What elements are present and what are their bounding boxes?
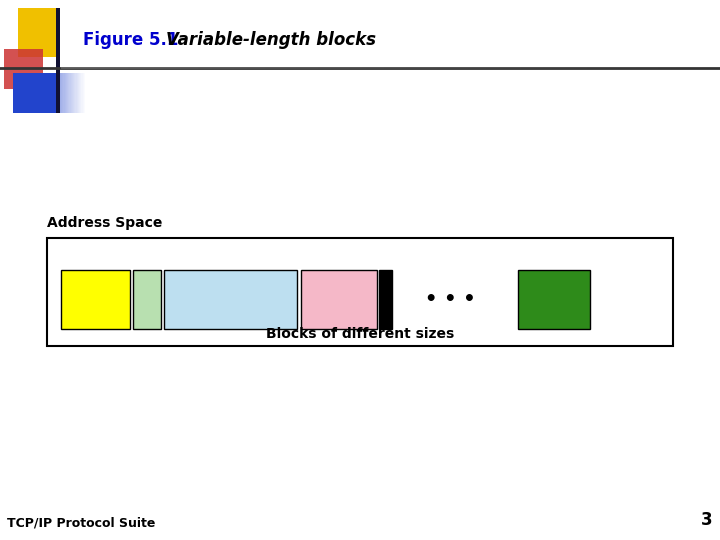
Bar	[55, 73, 56, 113]
Bar	[69, 73, 71, 113]
Text: • • •: • • •	[425, 290, 475, 309]
Bar	[56, 73, 58, 113]
Bar	[54, 73, 55, 113]
Text: Address Space: Address Space	[47, 215, 162, 230]
Bar	[58, 73, 60, 113]
Bar	[53, 73, 54, 113]
Bar	[164, 270, 297, 329]
Bar	[56, 8, 60, 113]
Bar	[13, 73, 60, 113]
Bar	[80, 73, 81, 113]
Bar	[18, 8, 58, 57]
Text: Variable-length blocks: Variable-length blocks	[166, 31, 376, 49]
Bar	[60, 73, 61, 113]
Bar	[74, 73, 76, 113]
Bar	[4, 49, 43, 89]
Bar	[49, 73, 50, 113]
Bar	[61, 270, 130, 329]
Bar	[61, 73, 62, 113]
Bar	[62, 73, 63, 113]
Bar	[50, 73, 51, 113]
Text: Blocks of different sizes: Blocks of different sizes	[266, 327, 454, 341]
Bar	[379, 270, 392, 329]
Bar	[78, 73, 79, 113]
Text: 3: 3	[701, 511, 713, 529]
Bar	[79, 73, 80, 113]
Bar	[518, 270, 590, 329]
Bar	[72, 73, 73, 113]
Text: TCP/IP Protocol Suite: TCP/IP Protocol Suite	[7, 516, 156, 529]
Bar	[76, 73, 78, 113]
Bar	[51, 73, 53, 113]
Bar	[84, 73, 85, 113]
Bar	[63, 73, 65, 113]
Bar	[83, 73, 84, 113]
Text: Figure 5.1: Figure 5.1	[83, 31, 178, 49]
Bar	[73, 73, 74, 113]
Bar	[71, 73, 72, 113]
Bar	[133, 270, 161, 329]
Bar	[68, 73, 69, 113]
Bar	[47, 238, 673, 346]
Bar	[81, 73, 83, 113]
Bar	[67, 73, 68, 113]
Bar	[66, 73, 67, 113]
Bar	[301, 270, 377, 329]
Bar	[65, 73, 66, 113]
